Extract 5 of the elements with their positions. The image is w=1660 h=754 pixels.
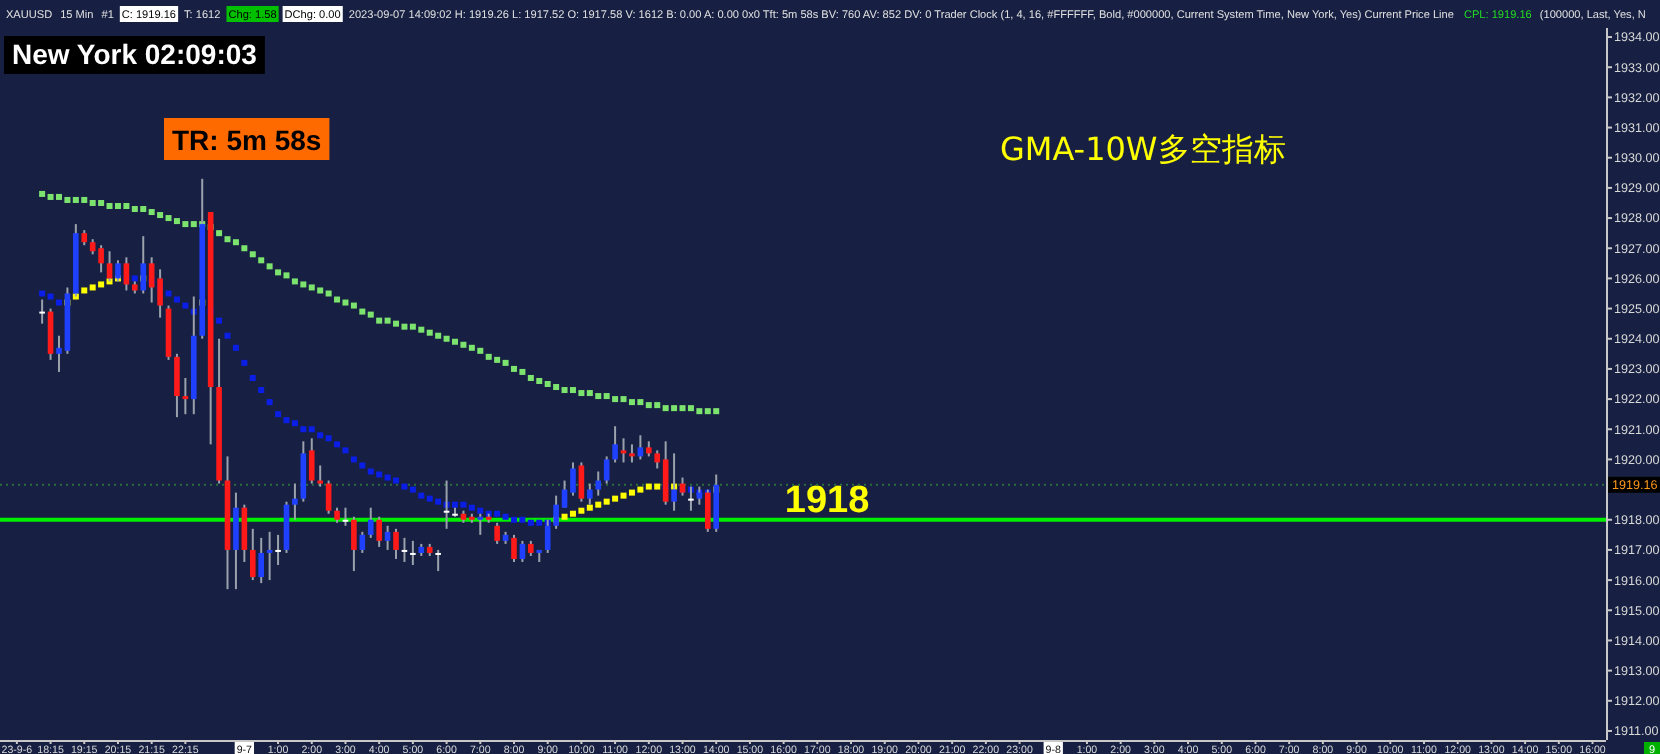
- annotation: GMA-10W多空指标: [1000, 130, 1286, 168]
- timer: TR: 5m 58s: [164, 118, 330, 160]
- annotation: TR: 5m 58s: [172, 124, 322, 156]
- clock: New York 02:09:03: [4, 36, 265, 74]
- annotation: New York 02:09:03: [12, 38, 258, 70]
